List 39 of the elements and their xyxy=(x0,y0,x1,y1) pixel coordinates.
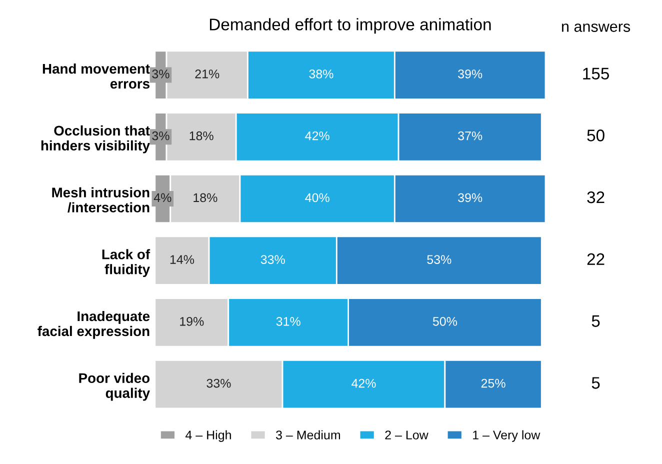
text: 50 xyxy=(587,130,604,142)
y-tick-label: Inadequate facial expression xyxy=(38,310,150,339)
y-tick-label: Lack of fluidity xyxy=(102,249,150,278)
data-label: 50% xyxy=(432,316,458,326)
data-label: 19% xyxy=(180,316,204,326)
data-label: 33% xyxy=(206,378,231,388)
y-tick-label: Occlusion that hinders visibility xyxy=(41,125,150,154)
data-label: 31% xyxy=(276,316,300,326)
data-label: 4% xyxy=(154,193,172,202)
y-tick-label: Poor video quality xyxy=(79,372,150,401)
y-tick-label: Mesh intrusion /intersection xyxy=(52,187,150,213)
chart-title: Demanded effort to improve animation xyxy=(210,18,491,34)
data-label: 33% xyxy=(260,255,285,264)
text: 32 xyxy=(587,191,604,204)
legend-label: 2 – Low xyxy=(385,430,428,440)
text: 5 xyxy=(592,315,600,327)
data-label: 18% xyxy=(194,193,218,202)
text: 5 xyxy=(592,377,600,389)
text: 22 xyxy=(587,253,604,265)
data-label: 39% xyxy=(458,70,482,78)
text: 155 xyxy=(583,68,610,80)
data-label: 14% xyxy=(170,255,194,264)
data-label: 37% xyxy=(458,131,482,140)
data-label: 40% xyxy=(305,193,330,202)
data-label: 53% xyxy=(427,255,452,264)
legend-label: 4 – High xyxy=(186,430,231,442)
data-label: 42% xyxy=(352,378,376,388)
data-label: 25% xyxy=(481,378,506,388)
data-label: 39% xyxy=(458,193,482,202)
y-tick-label: Hand movement errors xyxy=(42,64,150,89)
data-label: 38% xyxy=(309,70,334,78)
data-label: 18% xyxy=(190,131,214,140)
data-label: 3% xyxy=(152,131,170,140)
legend-label: 1 – Very low xyxy=(473,430,540,442)
text: n answers xyxy=(562,24,630,32)
legend-label: 3 – Medium xyxy=(276,430,340,440)
data-label: 21% xyxy=(195,70,220,78)
data-label: 42% xyxy=(305,131,330,140)
data-label: 3% xyxy=(152,70,170,78)
